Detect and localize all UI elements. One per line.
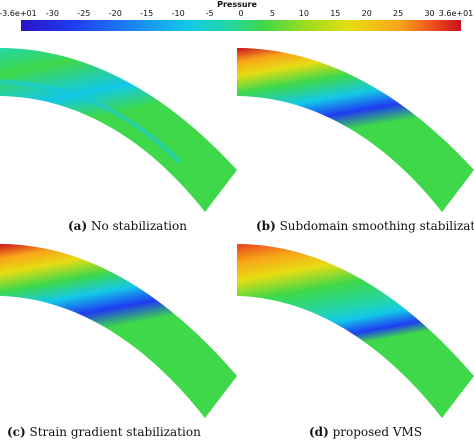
colorbar-tick-label: -20 (108, 9, 122, 18)
colorbar-tick-label: -25 (77, 9, 91, 18)
caption-b: (b) Subdomain smoothing stabilization (256, 219, 474, 233)
colorbar-tick-label: 5 (269, 9, 275, 18)
panel-c-plot (0, 244, 237, 418)
colorbar-tick-label: -30 (45, 9, 59, 18)
caption-d-label: proposed VMS (332, 425, 423, 439)
panel-a-plot (0, 48, 237, 212)
colorbar-tick-label: 10 (298, 9, 309, 18)
caption-a-tag: (a) (68, 219, 88, 233)
colorbar-tick-label: 3.6e+01 (438, 9, 474, 18)
caption-d: (d) proposed VMS (309, 425, 422, 439)
colorbar-tick-label: 15 (330, 9, 341, 18)
panel-b-plot (237, 48, 474, 212)
caption-c-label: Strain gradient stabilization (29, 425, 201, 439)
colorbar-tick-label: 25 (393, 9, 404, 18)
caption-b-label: Subdomain smoothing stabilization (279, 219, 474, 233)
caption-b-tag: (b) (256, 219, 276, 233)
colorbar-title: Pressure (217, 0, 257, 9)
colorbar-tick-label: -5 (205, 9, 214, 18)
caption-d-tag: (d) (309, 425, 329, 439)
colorbar-tick-label: -3.6e+01 (0, 9, 37, 18)
colorbar-tick-label: 0 (238, 9, 244, 18)
caption-a-label: No stabilization (90, 219, 187, 233)
caption-a: (a) No stabilization (68, 219, 187, 233)
colorbar-tick-label: 30 (424, 9, 435, 18)
caption-c: (c) Strain gradient stabilization (7, 425, 201, 439)
colorbar-tick-label: 20 (361, 9, 372, 18)
colorbar-gradient (21, 20, 461, 31)
pressure-colorbar: Pressure -3.6e+01 -30 -25 -20 -15 -10 -5 0 5 10 15… (0, 0, 474, 36)
colorbar-tick-label: -10 (171, 9, 185, 18)
colorbar-tick-label: -15 (140, 9, 154, 18)
panel-d-plot (237, 244, 474, 418)
caption-c-tag: (c) (7, 425, 26, 439)
